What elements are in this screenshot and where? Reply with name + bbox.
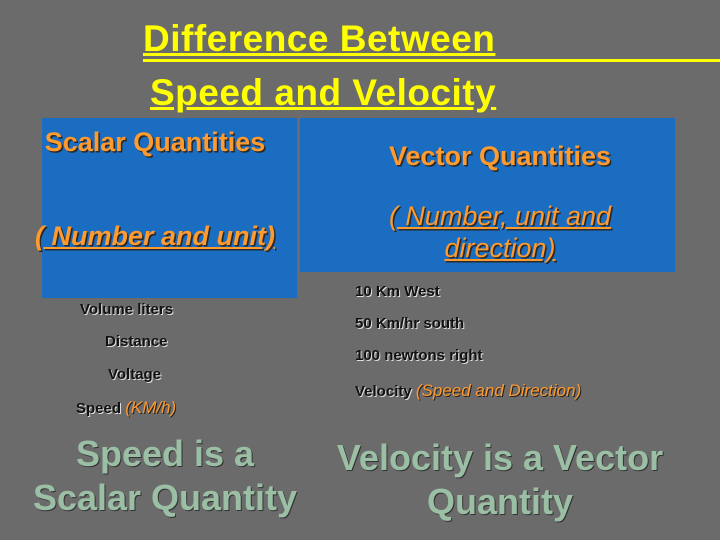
scalar-item: Distance (105, 333, 168, 350)
vector-item: 10 Km West (355, 283, 440, 300)
title-line: Speed and Velocity (150, 72, 497, 113)
vector-subheading: ( Number, unit and direction) (388, 201, 612, 263)
scalar-subheading: ( Number and unit) (35, 221, 275, 251)
conclusion-line: Speed is a (75, 433, 255, 474)
item-note: (Speed and Direction) (415, 381, 582, 400)
conclusion-line: Scalar Quantity (32, 477, 298, 518)
title-line: Difference Between (143, 18, 496, 59)
vector-box (300, 118, 675, 272)
scalar-heading: Scalar Quantities (44, 127, 266, 157)
item-label: Speed (76, 400, 122, 417)
vector-item: Velocity (Speed and Direction) (355, 381, 581, 401)
scalar-item: Voltage (108, 366, 162, 383)
scalar-item: Speed (KM/h) (76, 398, 176, 418)
title-rule (143, 59, 720, 62)
item-label: Velocity (355, 383, 412, 400)
scalar-item: Volume liters (80, 301, 174, 318)
vector-item: 50 Km/hr south (355, 315, 465, 332)
conclusion-line: Velocity is a Vector (336, 437, 664, 478)
scalar-box (42, 118, 297, 298)
vector-heading: Vector Quantities (388, 141, 612, 171)
item-note: (KM/h) (125, 398, 177, 417)
vector-item: 100 newtons right (355, 347, 483, 364)
conclusion-line: Quantity (426, 481, 573, 522)
